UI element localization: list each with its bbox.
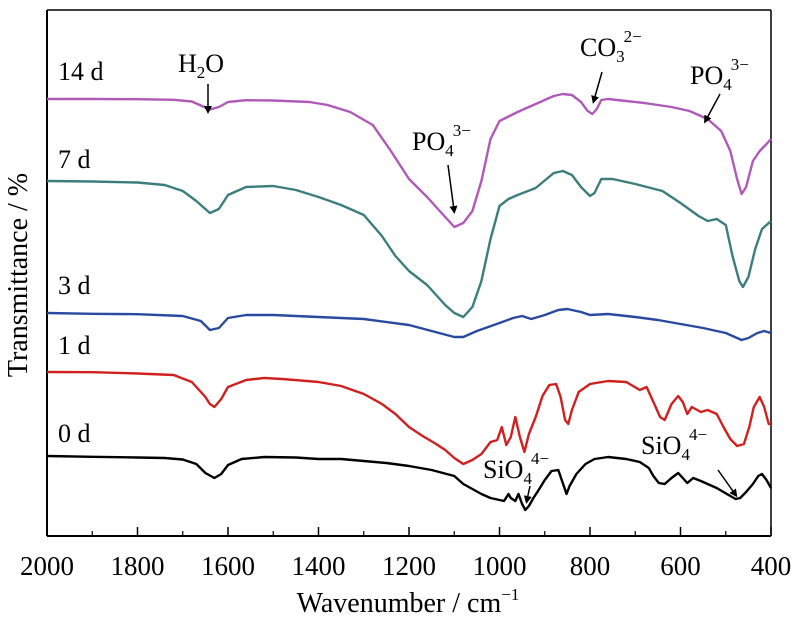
series-label-14d: 14 d <box>58 57 104 86</box>
annotation-sio4-left-sup: 4− <box>531 449 549 468</box>
arrow-po4-right <box>704 93 721 124</box>
x-tick-label: 1600 <box>201 551 255 581</box>
x-tick-label: 1200 <box>382 551 436 581</box>
annotation-h2o: H2O <box>178 49 224 82</box>
annotation-po4-mid-main: PO <box>412 127 445 156</box>
series-layer <box>46 92 773 512</box>
series-line-1d <box>46 370 771 466</box>
annotation-h2o-main: H <box>178 49 197 78</box>
annotation-sio4-right-sub: 4 <box>681 445 690 464</box>
annotation-po4-right: PO43− <box>690 55 749 94</box>
annotation-po4-right-sub: 4 <box>723 75 732 94</box>
x-tick-label: 1000 <box>473 551 527 581</box>
annotation-po4-mid-sub: 4 <box>445 141 454 160</box>
annotation-sio4-right: SiO44− <box>641 425 707 464</box>
x-ticks: 2000 1800 1600 1400 1200 1000 800 600 400 <box>20 527 791 581</box>
annotations: H2O PO43− CO32− PO43− SiO44− SiO44− <box>178 27 749 504</box>
series-label-1d: 1 d <box>58 331 91 360</box>
series-line-14d <box>47 92 772 229</box>
series-line-7d <box>46 169 772 319</box>
plot-area <box>46 9 772 537</box>
x-axis-title: Wavenumber / cm−1 <box>297 585 520 619</box>
x-tick-label: 400 <box>751 551 792 581</box>
annotation-sio4-right-sup: 4− <box>689 425 707 444</box>
annotation-sio4-left-main: SiO <box>483 455 523 484</box>
x-tick-label: 1400 <box>292 551 346 581</box>
annotation-sio4-left-sub: 4 <box>523 469 532 488</box>
annotation-sio4-left: SiO44− <box>483 449 549 488</box>
annotation-po4-right-main: PO <box>690 61 723 90</box>
arrow-sio4-right <box>717 469 738 498</box>
arrow-co3 <box>591 71 603 104</box>
series-label-0d: 0 d <box>58 419 91 448</box>
series-line-0d <box>46 454 773 512</box>
annotation-sio4-right-main: SiO <box>641 431 681 460</box>
series-label-7d: 7 d <box>58 145 91 174</box>
x-tick-label: 800 <box>570 551 611 581</box>
x-axis-title-sup: −1 <box>501 585 519 604</box>
series-label-3d: 3 d <box>58 271 91 300</box>
annotation-h2o-sub: 2 <box>197 63 206 82</box>
series-labels: 14 d 7 d 3 d 1 d 0 d <box>58 57 104 448</box>
annotation-co3-sup: 2− <box>624 27 642 46</box>
annotation-co3-sub: 3 <box>616 47 625 66</box>
annotation-po4-mid-sup: 3− <box>453 121 471 140</box>
annotation-co3-main: CO <box>580 33 616 62</box>
arrow-po4-mid <box>447 164 458 214</box>
annotation-co3: CO32− <box>580 27 642 66</box>
x-axis-title-main: Wavenumber / cm <box>297 588 502 619</box>
y-axis-title: Transmittance / % <box>3 173 34 377</box>
series-line-3d <box>46 307 772 342</box>
annotation-h2o-rest: O <box>205 49 224 78</box>
annotation-po4-mid: PO43− <box>412 121 471 160</box>
x-tick-label: 2000 <box>20 551 74 581</box>
arrow-sio4-left <box>523 485 532 504</box>
x-tick-label: 600 <box>660 551 701 581</box>
annotation-po4-right-sup: 3− <box>731 55 749 74</box>
x-tick-label: 1800 <box>111 551 165 581</box>
